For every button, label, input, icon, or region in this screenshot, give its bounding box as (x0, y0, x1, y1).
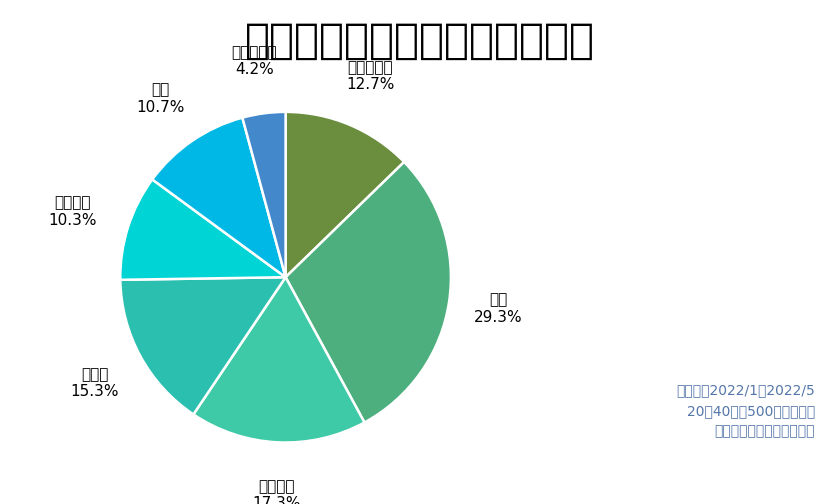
Text: やや高い
10.3%: やや高い 10.3% (48, 196, 97, 228)
Text: かなり高い
4.2%: かなり高い 4.2% (231, 45, 277, 78)
Wedge shape (120, 179, 286, 280)
Wedge shape (286, 112, 404, 277)
Text: 高い
10.7%: 高い 10.7% (136, 83, 184, 115)
Text: やや低い
17.3%: やや低い 17.3% (253, 479, 301, 504)
Wedge shape (120, 277, 286, 414)
Text: ふつう
15.3%: ふつう 15.3% (71, 367, 119, 399)
Wedge shape (243, 112, 286, 277)
Text: かなり低い
12.7%: かなり低い 12.7% (346, 60, 395, 92)
Wedge shape (286, 162, 451, 422)
Text: 調査期間2022/1〜2022/5
20〜40代の500名を対象に
ジンテーゼ合同会社が実施: 調査期間2022/1〜2022/5 20〜40代の500名を対象に ジンテーゼ合… (676, 383, 815, 438)
Wedge shape (193, 277, 365, 443)
Text: 日本人の自己肯定感・調査結果: 日本人の自己肯定感・調査結果 (245, 20, 595, 62)
Text: 低い
29.3%: 低い 29.3% (474, 293, 522, 325)
Wedge shape (152, 117, 286, 277)
